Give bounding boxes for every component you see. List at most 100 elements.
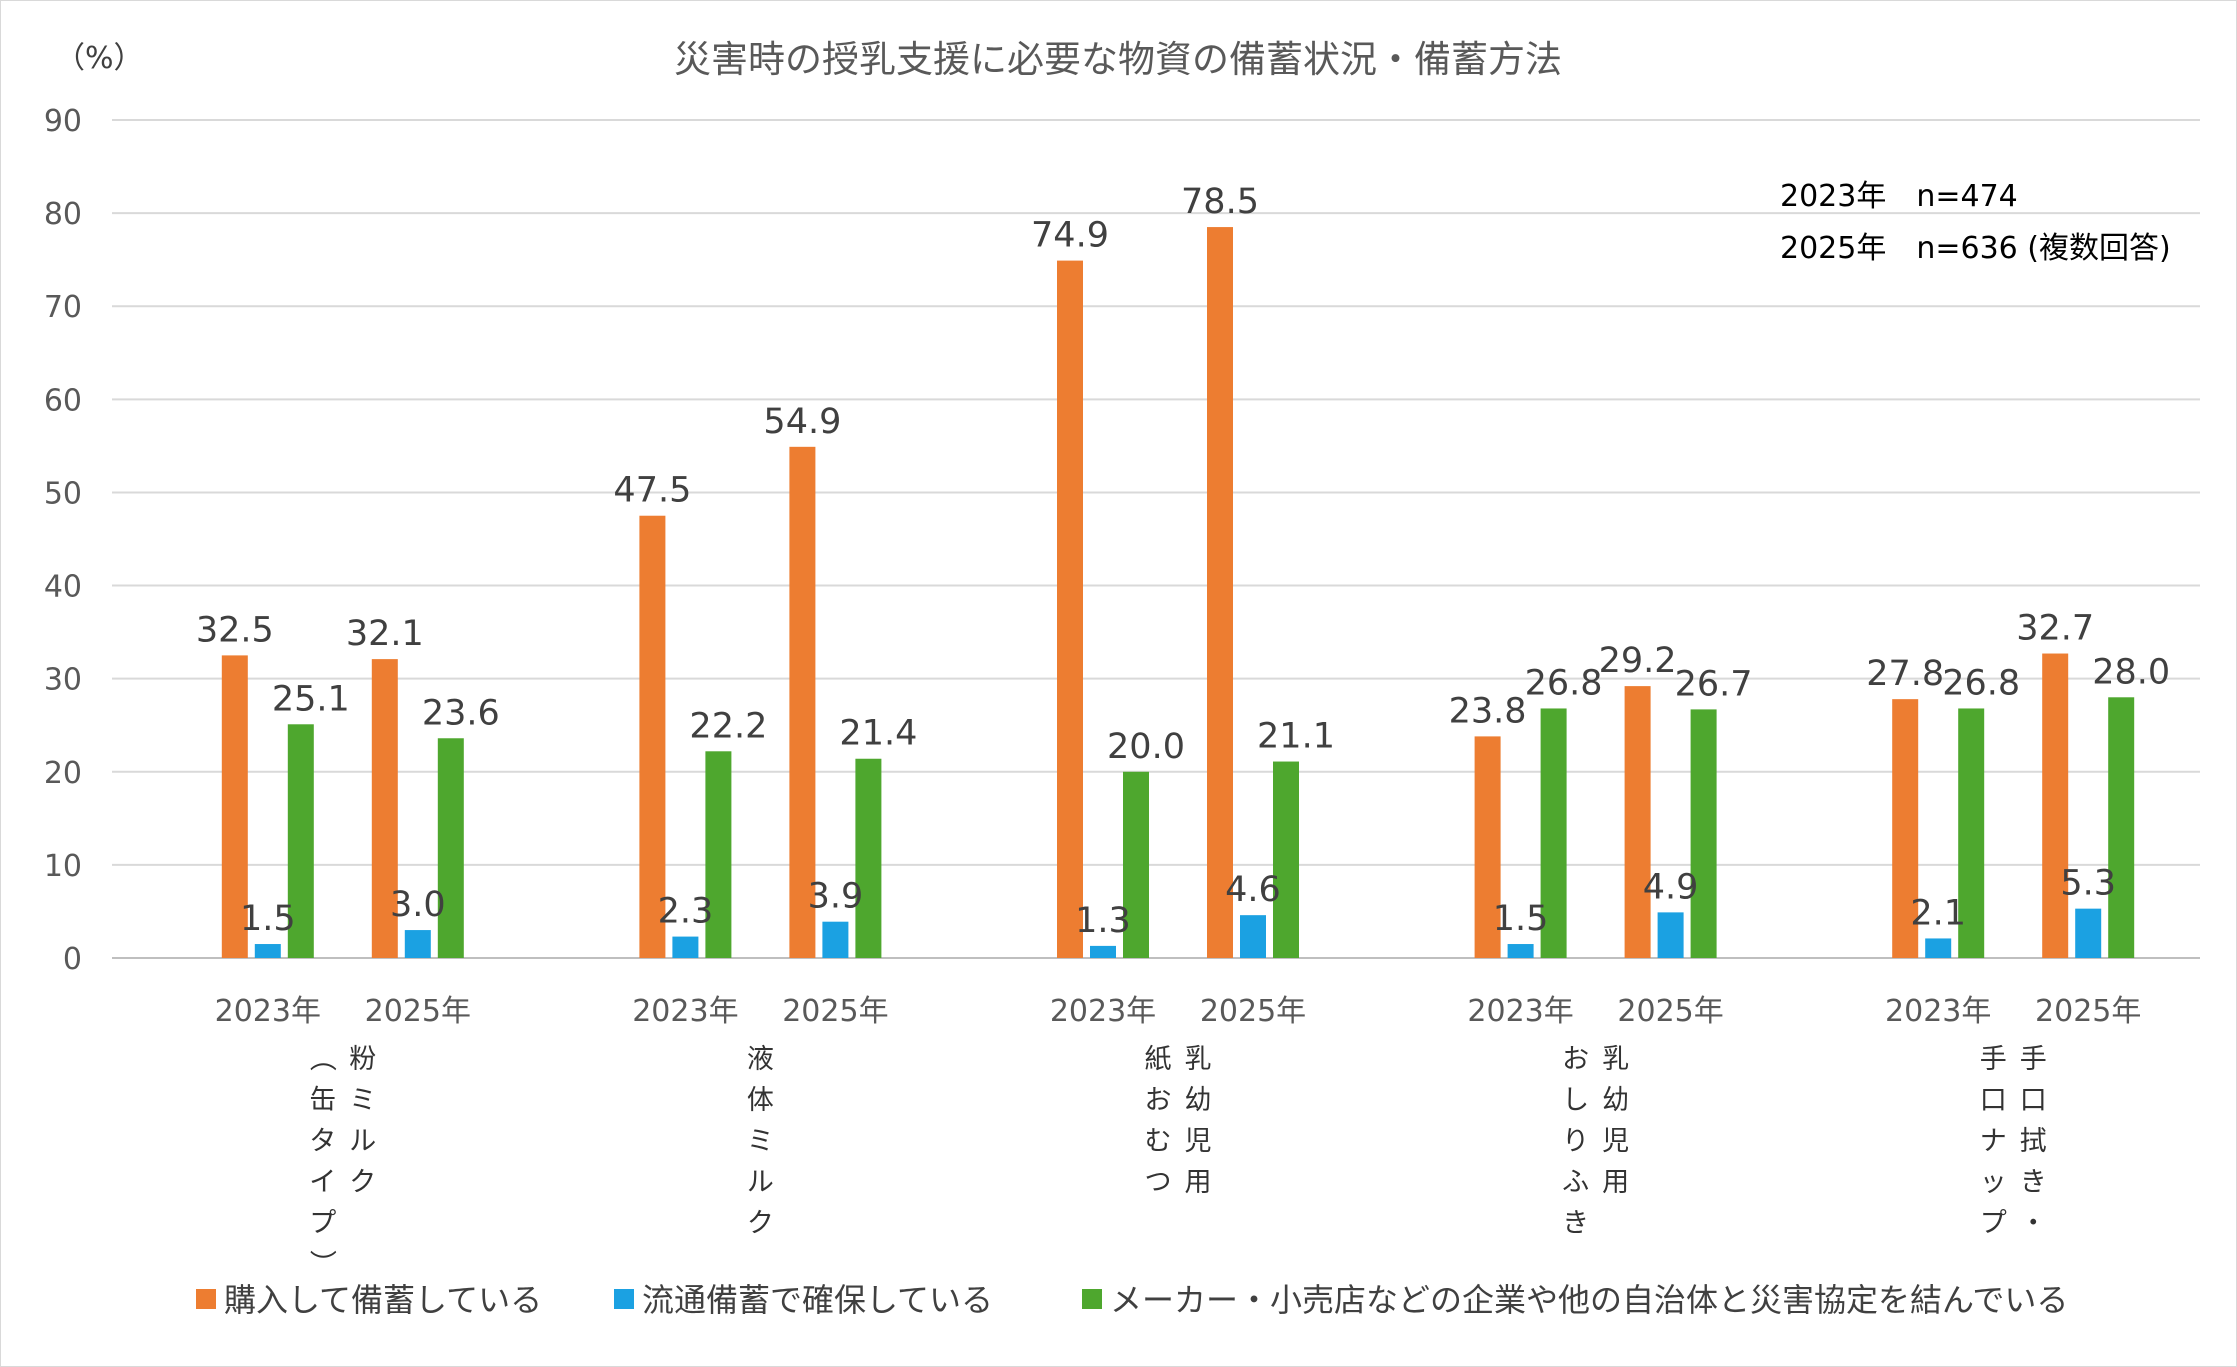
category-label-char: ミ — [747, 1126, 774, 1157]
category-label-char: 手 — [2020, 1044, 2047, 1075]
data-label: 54.9 — [763, 402, 841, 442]
x-year-label: 2023年 — [1467, 994, 1573, 1029]
x-year-label: 2025年 — [1200, 994, 1306, 1029]
category-label-char: し — [1562, 1085, 1589, 1116]
y-tick-label: 10 — [44, 849, 82, 884]
x-year-label: 2025年 — [782, 994, 888, 1029]
legend-swatch-3 — [1082, 1289, 1102, 1309]
legend-label-3: メーカー・小売店などの企業や他の自治体と災害協定を結んでいる — [1110, 1281, 2068, 1319]
category-label-char: 幼 — [1602, 1085, 1629, 1116]
category-label-char: 紙 — [1145, 1044, 1172, 1075]
legend-swatch-1 — [196, 1289, 216, 1309]
y-tick-label: 90 — [44, 104, 82, 139]
data-label: 28.0 — [2092, 652, 2170, 692]
category-label-char: 用 — [1185, 1167, 1212, 1198]
bar-2-cat3-2023年 — [1090, 945, 1116, 958]
bar-1-cat5-2025年 — [2042, 653, 2069, 958]
x-year-label: 2023年 — [215, 994, 321, 1029]
y-tick-label: 40 — [44, 570, 82, 605]
data-label: 1.5 — [240, 899, 296, 939]
data-label: 21.1 — [1257, 717, 1335, 757]
category-label-char: 乳 — [1185, 1044, 1212, 1075]
data-label: 1.5 — [1493, 899, 1549, 939]
data-label: 22.2 — [689, 706, 767, 746]
bar-2-cat4-2025年 — [1657, 912, 1684, 958]
bar-3-cat4-2023年 — [1540, 708, 1567, 958]
category-label-char: 児 — [1602, 1126, 1629, 1157]
category-label-char: 口 — [1980, 1085, 2007, 1116]
category-label-char: ク — [349, 1167, 376, 1198]
category-label-char: 口 — [2020, 1085, 2047, 1116]
category-label-char: 乳 — [1602, 1044, 1629, 1075]
bar-2-cat5-2023年 — [1925, 938, 1952, 958]
category-label-char: （ — [306, 1045, 337, 1072]
y-tick-label: 0 — [63, 942, 82, 977]
y-tick-label: 70 — [44, 290, 82, 325]
x-year-label: 2025年 — [365, 994, 471, 1029]
data-labels: 32.5 1.5 25.1 32.1 3.0 23.6 47.5 2.3 22.2 54.9 3.9… — [196, 182, 2170, 941]
bars — [221, 227, 2135, 959]
bar-1-cat4-2025年 — [1624, 686, 1651, 958]
category-label-char: ） — [306, 1250, 337, 1277]
bar-3-cat5-2025年 — [2108, 697, 2135, 958]
data-label: 47.5 — [613, 471, 691, 511]
bar-1-cat2-2023年 — [639, 515, 666, 958]
gridlines — [112, 119, 2200, 959]
y-tick-label: 60 — [44, 383, 82, 418]
sample-size-note-2025: 2025年 n=636 (複数回答) — [1780, 231, 2171, 266]
legend: 購入して備蓄している 流通備蓄で確保している メーカー・小売店などの企業や他の自治体… — [196, 1281, 2068, 1319]
category-label-char: 児 — [1185, 1126, 1212, 1157]
category-label-char: ル — [349, 1126, 376, 1157]
legend-swatch-2 — [614, 1289, 634, 1309]
x-year-label: 2025年 — [1617, 994, 1723, 1029]
bar-2-cat3-2025年 — [1240, 915, 1266, 958]
category-label-char: ル — [747, 1167, 774, 1198]
data-label: 2.3 — [658, 892, 714, 932]
category-label-char: 用 — [1602, 1167, 1629, 1198]
y-axis-ticks: 0 10 20 30 40 50 60 70 80 90 — [44, 104, 82, 977]
category-label-char: き — [2020, 1167, 2047, 1198]
data-label: 1.3 — [1075, 901, 1131, 941]
category-label-char: ・ — [2020, 1208, 2047, 1239]
category-label-char: お — [1562, 1044, 1589, 1075]
y-tick-label: 80 — [44, 197, 82, 232]
category-label-char: む — [1145, 1126, 1172, 1157]
category-label-char: 拭 — [2020, 1126, 2047, 1157]
category-label-char: ふ — [1562, 1167, 1589, 1198]
bar-1-cat1-2025年 — [371, 659, 398, 958]
data-label: 5.3 — [2060, 864, 2116, 904]
bar-2-cat1-2025年 — [404, 930, 431, 958]
bar-1-cat3-2025年 — [1207, 227, 1233, 959]
category-label-char: ナ — [1980, 1126, 2007, 1157]
data-label: 2.1 — [1910, 893, 1966, 933]
data-label: 21.4 — [839, 714, 917, 754]
bar-3-cat3-2025年 — [1273, 761, 1299, 958]
bar-3-cat2-2025年 — [855, 758, 882, 958]
bar-1-cat5-2023年 — [1892, 699, 1919, 958]
data-label: 23.8 — [1449, 691, 1527, 731]
y-axis-unit-label: （%） — [55, 41, 144, 76]
y-tick-label: 30 — [44, 663, 82, 698]
category-label-char: ッ — [1980, 1167, 2007, 1198]
category-label-char: き — [1562, 1208, 1589, 1239]
data-label: 26.7 — [1675, 664, 1753, 704]
x-year-label: 2023年 — [632, 994, 738, 1029]
data-label: 32.7 — [2016, 609, 2094, 649]
category-label-char: プ — [1980, 1208, 2007, 1239]
category-label-char: お — [1145, 1085, 1172, 1116]
bar-3-cat3-2023年 — [1123, 771, 1149, 958]
data-label: 26.8 — [1942, 663, 2020, 703]
bar-3-cat1-2025年 — [437, 738, 464, 958]
data-label: 3.0 — [390, 885, 446, 925]
bar-3-cat1-2023年 — [287, 724, 314, 958]
category-label-char: 体 — [747, 1085, 774, 1116]
category-label-char: つ — [1145, 1167, 1172, 1198]
x-year-label: 2023年 — [1050, 994, 1156, 1029]
sample-size-note-2023: 2023年 n=474 — [1780, 179, 2018, 214]
category-label-char: プ — [309, 1208, 336, 1239]
data-label: 74.9 — [1031, 216, 1109, 256]
category-label-char: 液 — [747, 1044, 774, 1075]
bar-1-cat4-2023年 — [1474, 736, 1501, 958]
y-tick-label: 50 — [44, 476, 82, 511]
